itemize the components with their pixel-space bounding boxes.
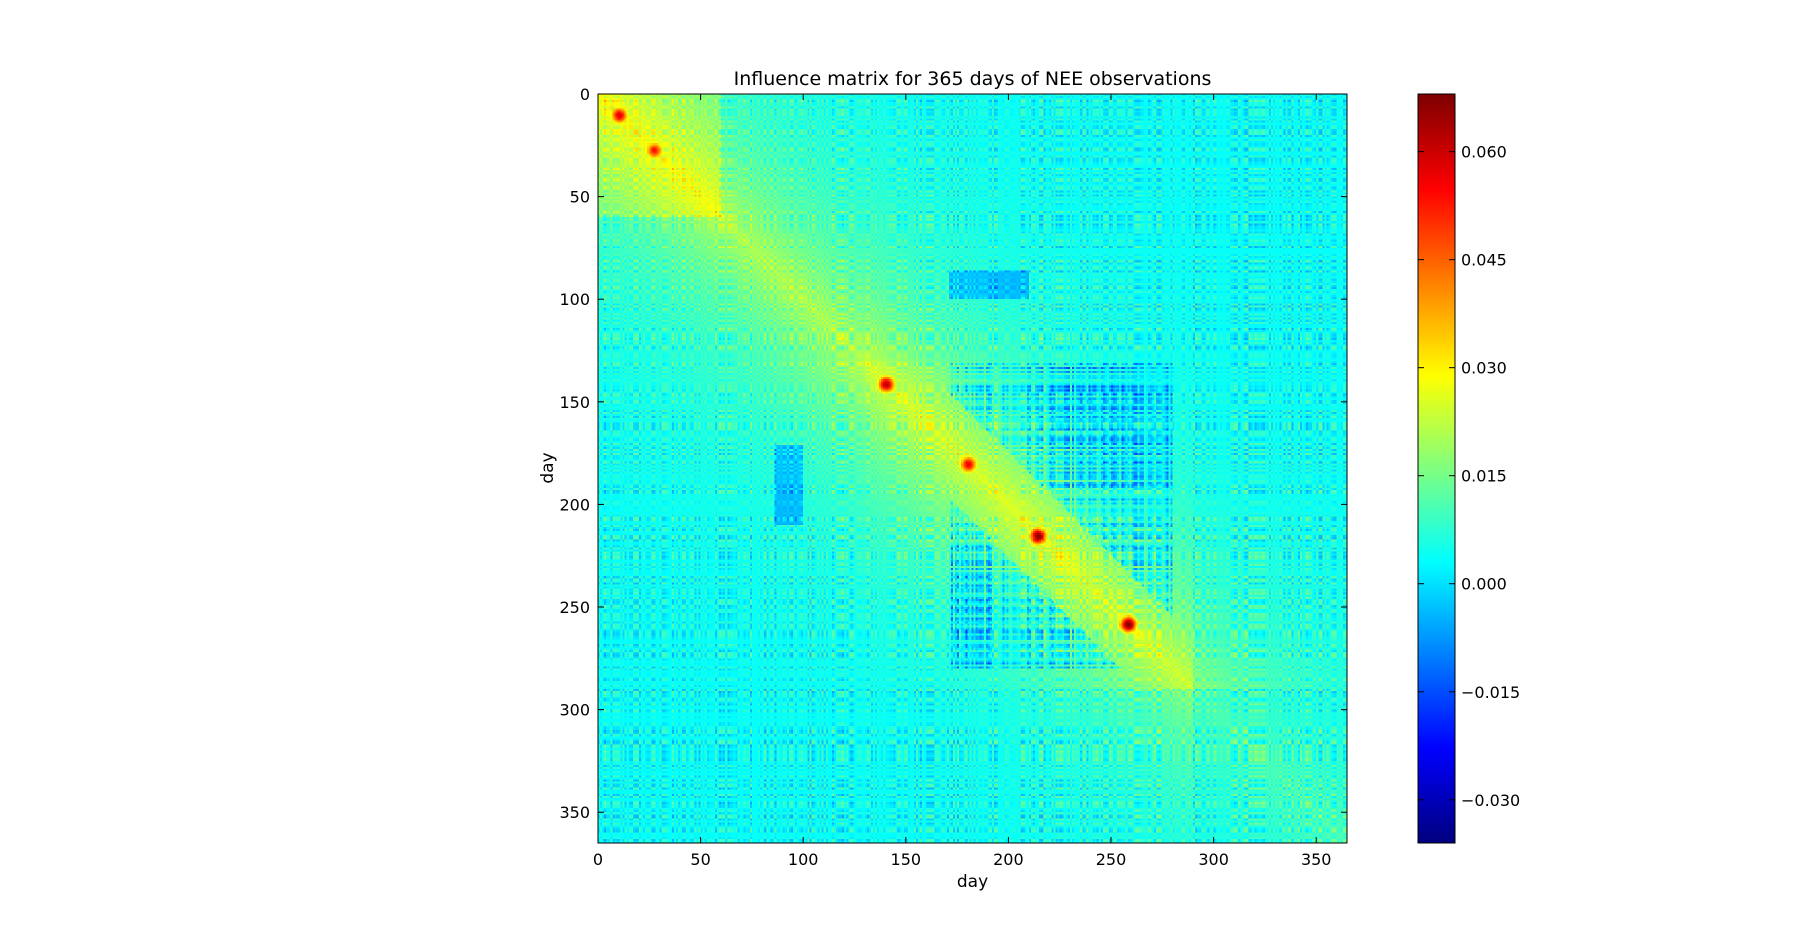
y-tick-label: 200 bbox=[559, 495, 590, 514]
colorbar-ticks: 0.060 0.045 0.030 0.015 0.000 −0.015 −0.030 bbox=[1418, 143, 1520, 810]
x-axis: 0 50 100 150 200 250 300 350 bbox=[593, 94, 1332, 869]
colorbar-tick-label: 0.030 bbox=[1461, 359, 1507, 378]
heatmap-image bbox=[598, 94, 1347, 843]
x-tick-label: 150 bbox=[891, 850, 922, 869]
colorbar-tick-label: 0.045 bbox=[1461, 251, 1507, 270]
colorbar-gradient bbox=[1418, 94, 1455, 843]
colorbar-tick-label: −0.015 bbox=[1461, 683, 1520, 702]
y-tick-label: 50 bbox=[570, 188, 590, 207]
y-tick-label: 150 bbox=[559, 393, 590, 412]
y-axis-label: day bbox=[538, 452, 558, 483]
colorbar: 0.060 0.045 0.030 0.015 0.000 −0.015 −0.030 bbox=[1417, 93, 1520, 844]
colorbar-frame bbox=[1417, 93, 1456, 844]
y-tick-label: 300 bbox=[559, 701, 590, 720]
x-axis-label: day bbox=[957, 872, 988, 892]
x-tick-label: 50 bbox=[690, 850, 710, 869]
y-tick-label: 250 bbox=[559, 598, 590, 617]
chart-title: Influence matrix for 365 days of NEE obs… bbox=[734, 68, 1212, 90]
x-tick-label: 250 bbox=[1096, 850, 1127, 869]
heatmap-plot bbox=[597, 93, 1348, 844]
colorbar-tick-label: −0.030 bbox=[1461, 791, 1520, 810]
x-tick-label: 0 bbox=[593, 850, 603, 869]
x-tick-label: 200 bbox=[993, 850, 1024, 869]
y-tick-label: 0 bbox=[580, 85, 590, 104]
x-tick-label: 300 bbox=[1198, 850, 1229, 869]
plot-frame bbox=[597, 93, 1348, 844]
x-tick-label: 100 bbox=[788, 850, 819, 869]
y-tick-label: 350 bbox=[559, 803, 590, 822]
colorbar-tick-label: 0.015 bbox=[1461, 467, 1507, 486]
y-tick-label: 100 bbox=[559, 290, 590, 309]
x-tick-label: 350 bbox=[1301, 850, 1332, 869]
y-axis: 0 50 100 150 200 250 300 350 bbox=[559, 85, 1347, 822]
colorbar-tick-label: 0.060 bbox=[1461, 143, 1507, 162]
colorbar-tick-label: 0.000 bbox=[1461, 575, 1507, 594]
